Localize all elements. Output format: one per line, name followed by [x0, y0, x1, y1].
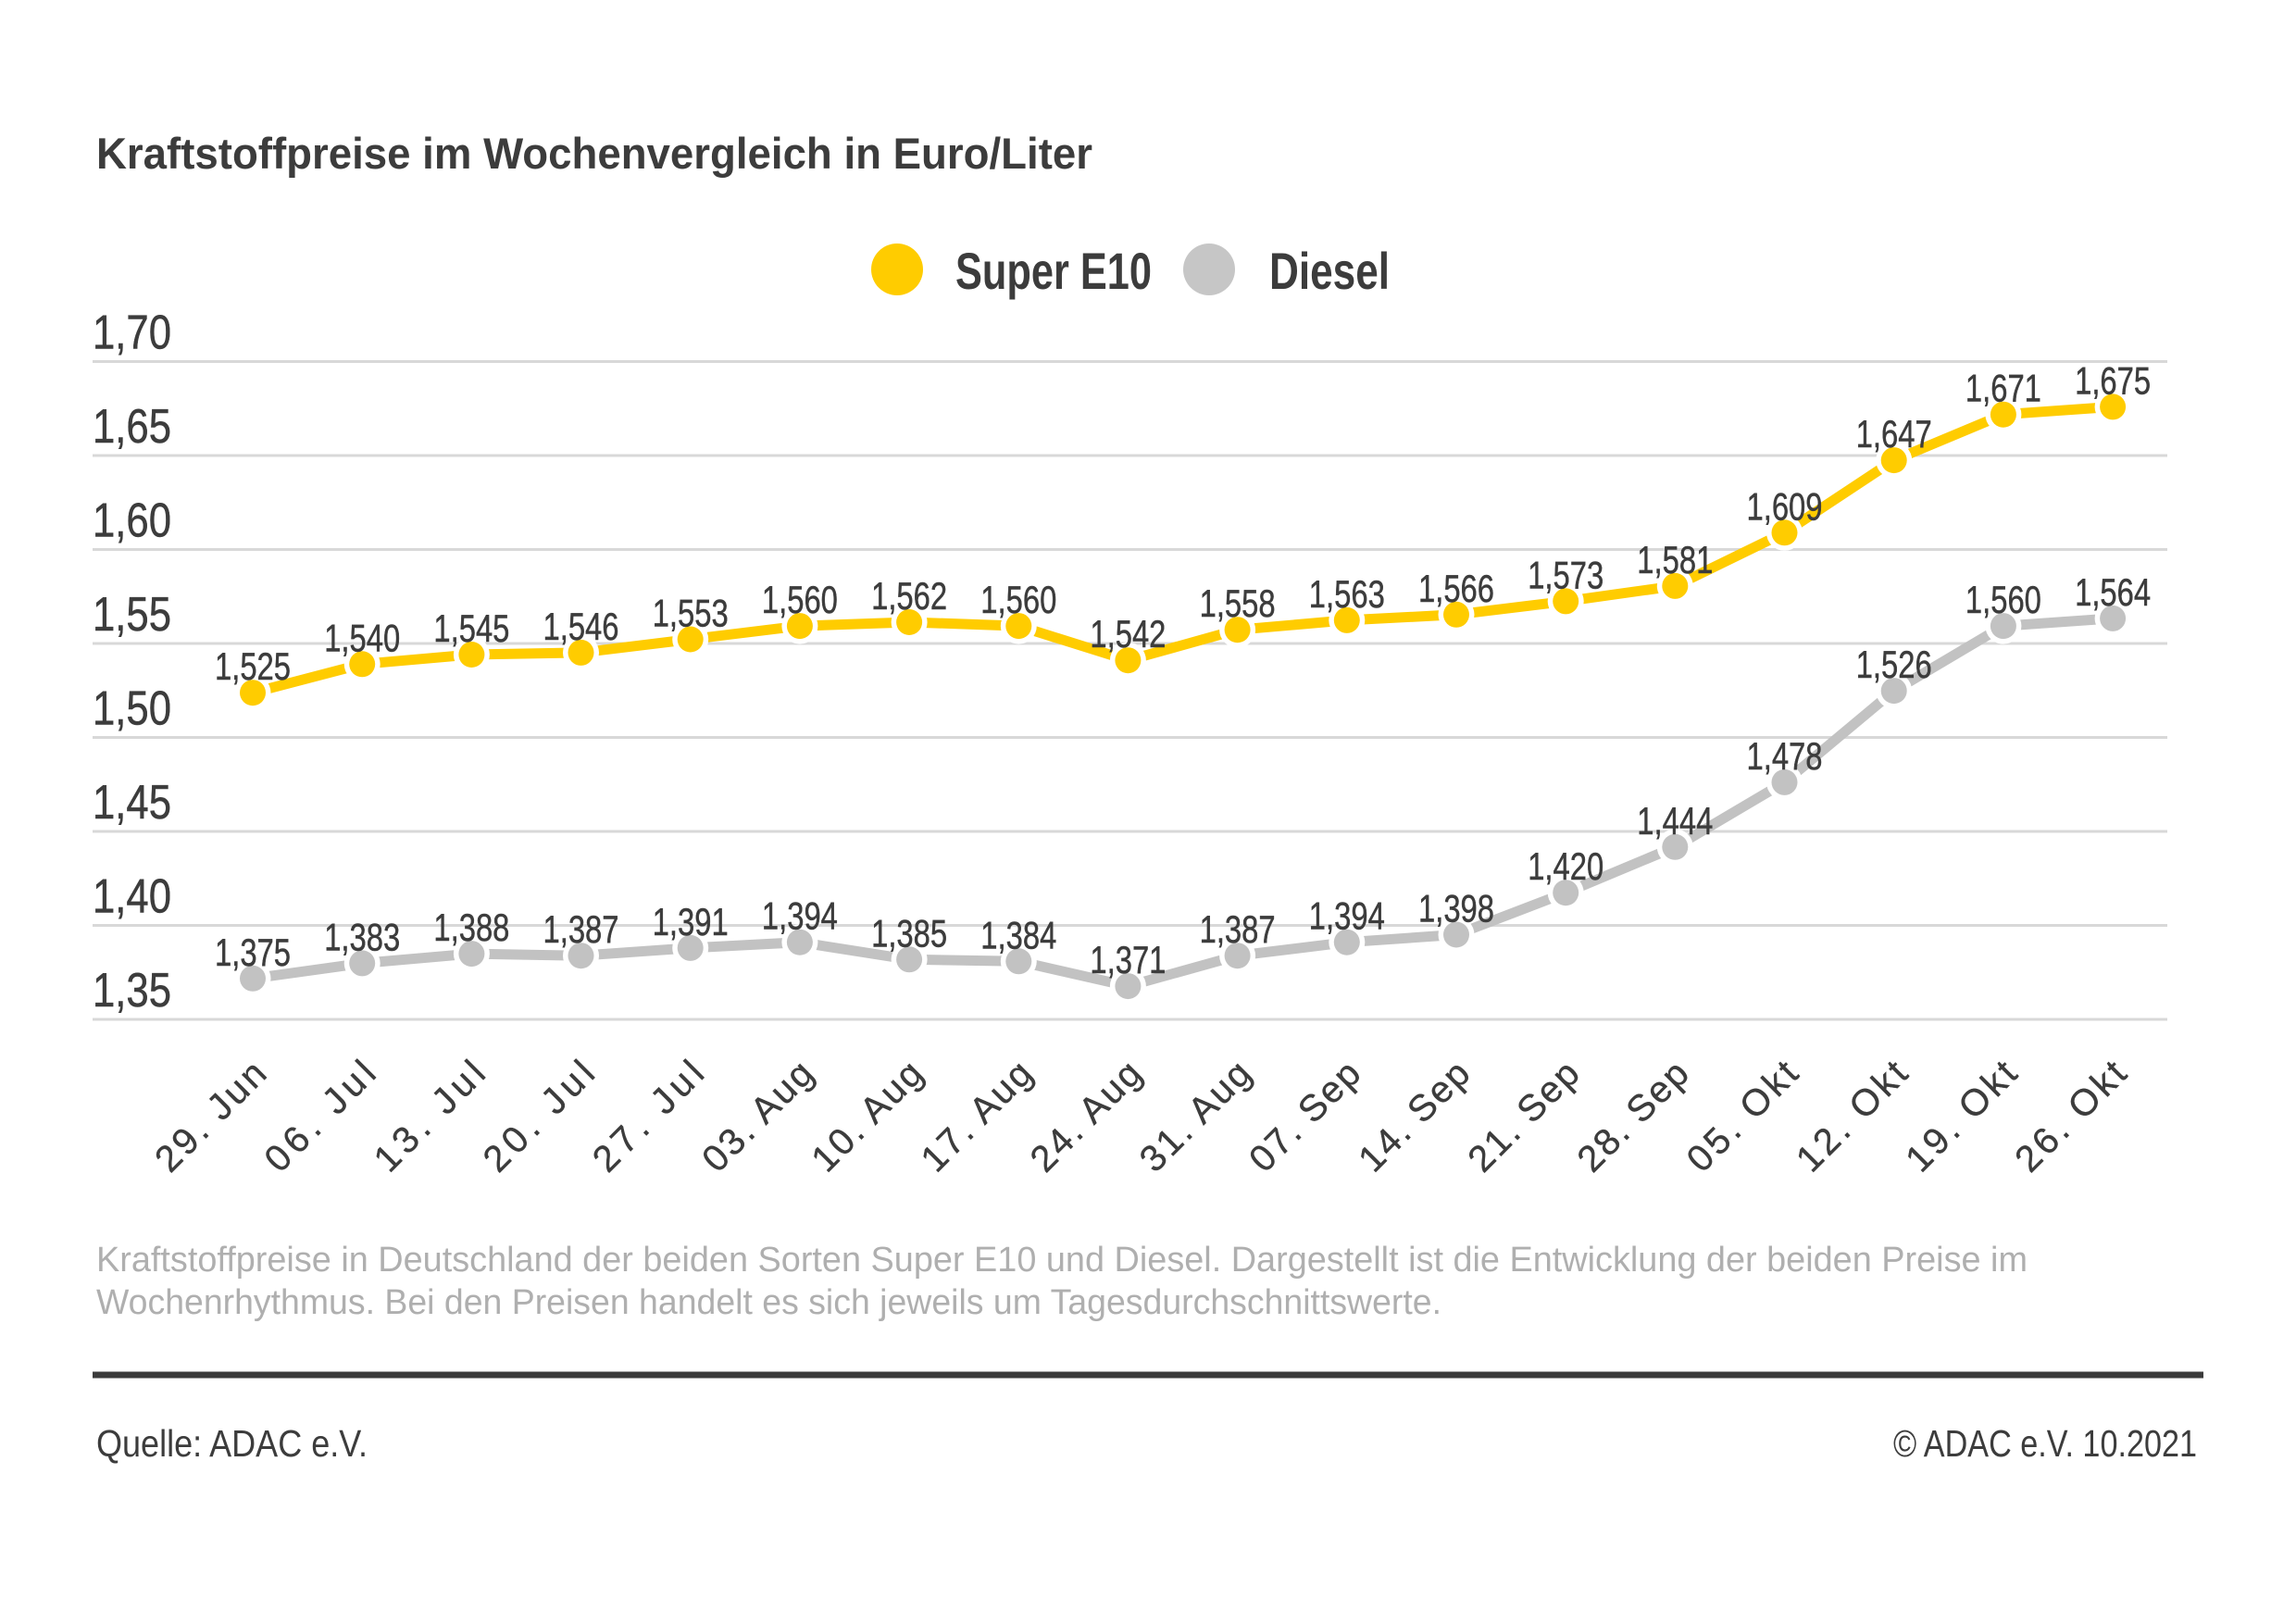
svg-text:1,526: 1,526 [1856, 643, 1932, 686]
svg-text:1,371: 1,371 [1090, 938, 1166, 981]
svg-text:1,375: 1,375 [215, 930, 291, 974]
svg-text:1,385: 1,385 [871, 911, 947, 955]
svg-text:1,384: 1,384 [980, 913, 1056, 956]
svg-text:1,40: 1,40 [93, 870, 171, 924]
svg-text:1,558: 1,558 [1200, 581, 1276, 625]
svg-text:1,573: 1,573 [1528, 553, 1603, 596]
svg-text:1,35: 1,35 [93, 964, 171, 1018]
svg-text:1,383: 1,383 [324, 915, 400, 958]
svg-text:1,560: 1,560 [762, 578, 838, 621]
svg-text:1,540: 1,540 [324, 616, 400, 659]
svg-text:1,542: 1,542 [1090, 612, 1166, 656]
svg-text:1,420: 1,420 [1528, 844, 1603, 888]
svg-text:1,394: 1,394 [762, 894, 838, 938]
svg-text:1,60: 1,60 [93, 494, 171, 548]
svg-text:1,387: 1,387 [1200, 907, 1276, 951]
svg-text:1,45: 1,45 [93, 776, 171, 830]
svg-text:1,50: 1,50 [93, 682, 171, 736]
svg-text:1,560: 1,560 [980, 578, 1056, 621]
svg-text:1,525: 1,525 [215, 644, 291, 688]
svg-text:Super E10: Super E10 [955, 242, 1152, 300]
svg-text:Wochenrhythmus. Bei den Preise: Wochenrhythmus. Bei den Preisen handelt … [96, 1283, 1441, 1322]
svg-text:1,394: 1,394 [1309, 894, 1385, 938]
svg-text:1,391: 1,391 [653, 900, 729, 943]
svg-text:1,563: 1,563 [1309, 572, 1385, 616]
svg-text:Diesel: Diesel [1269, 242, 1390, 300]
svg-text:1,65: 1,65 [93, 400, 171, 454]
svg-text:1,388: 1,388 [433, 905, 509, 949]
svg-text:1,675: 1,675 [2075, 358, 2151, 402]
svg-text:1,671: 1,671 [1965, 367, 2041, 410]
svg-text:1,647: 1,647 [1856, 412, 1932, 456]
svg-text:1,562: 1,562 [871, 574, 947, 618]
svg-text:1,55: 1,55 [93, 588, 171, 642]
svg-text:1,387: 1,387 [543, 907, 619, 951]
svg-text:Kraftstoffpreise im Wochenverg: Kraftstoffpreise im Wochenvergleich in E… [96, 129, 1092, 178]
svg-text:1,564: 1,564 [2075, 570, 2151, 614]
svg-text:1,609: 1,609 [1747, 484, 1823, 528]
svg-text:1,444: 1,444 [1637, 799, 1713, 843]
svg-text:1,545: 1,545 [433, 606, 509, 650]
svg-text:1,566: 1,566 [1418, 567, 1494, 610]
svg-text:1,478: 1,478 [1747, 734, 1823, 778]
svg-text:Kraftstoffpreise in Deutschlan: Kraftstoffpreise in Deutschland der beid… [96, 1241, 2028, 1280]
svg-text:1,398: 1,398 [1418, 887, 1494, 930]
svg-text:Quelle: ADAC e.V.: Quelle: ADAC e.V. [96, 1422, 368, 1465]
svg-text:1,546: 1,546 [543, 605, 619, 648]
svg-text:1,70: 1,70 [93, 306, 171, 360]
svg-text:1,553: 1,553 [653, 592, 729, 635]
svg-text:© ADAC e.V. 10.2021: © ADAC e.V. 10.2021 [1893, 1422, 2197, 1465]
svg-text:1,560: 1,560 [1965, 578, 2041, 621]
svg-text:1,581: 1,581 [1637, 538, 1713, 581]
